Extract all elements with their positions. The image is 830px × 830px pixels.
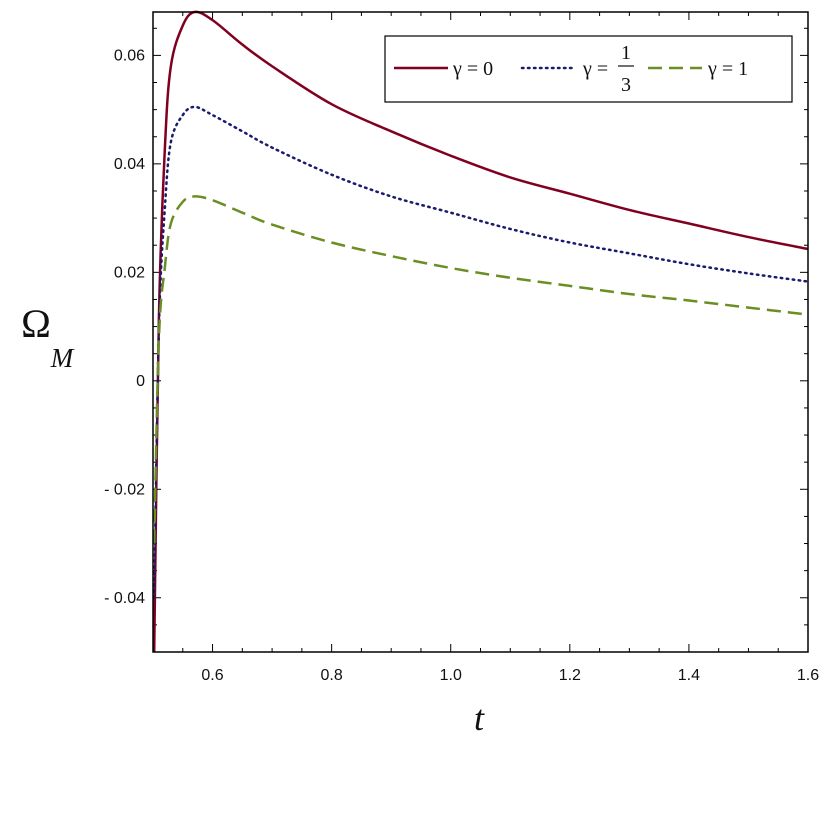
x-tick-label: 1.0 [440, 667, 462, 684]
y-tick-label: - 0.04 [104, 590, 145, 607]
ticks-layer [153, 12, 809, 652]
series-line-gamma-0 [152, 10, 809, 653]
y-tick-label: 0.02 [114, 264, 145, 281]
series-layer [152, 10, 810, 653]
legend-frac-denominator: 3 [621, 74, 631, 96]
x-axis-title: t [474, 698, 485, 738]
legend-prefix-gamma-0: γ = [452, 58, 483, 80]
plot-frame [152, 11, 809, 653]
y-axis-title-subscript: M [50, 343, 75, 373]
x-tick-label: 0.6 [201, 667, 223, 684]
legend-box [384, 35, 793, 103]
legend-value-gamma-0: 0 [483, 58, 493, 80]
legend-prefix-gamma-1: γ = [707, 58, 738, 80]
x-tick-label: 1.2 [559, 667, 581, 684]
y-tick-label: - 0.02 [104, 481, 145, 498]
legend-value-gamma-1: 1 [738, 58, 748, 80]
series-line-gamma-1 [152, 195, 809, 544]
y-axis-title: Ω [21, 301, 51, 346]
y-tick-label: 0.06 [114, 47, 145, 64]
x-tick-label: 0.8 [321, 667, 343, 684]
x-tick-label: 1.6 [797, 667, 819, 684]
legend-label-gamma-1: γ = 1 [707, 58, 748, 80]
legend-label-gamma-0: γ = 0 [452, 58, 493, 80]
x-tick-label: 1.4 [678, 667, 700, 684]
y-tick-label: 0 [136, 373, 145, 390]
legend-frac-numerator: 1 [621, 42, 631, 64]
y-tick-label: 0.04 [114, 156, 145, 173]
legend-label-gamma-1-3: γ = [582, 58, 608, 80]
tick-labels-layer: 0.6 0.8 1.0 1.2 1.4 1.6 - 0.04 - 0.02 0 0.02 0.04 0… [104, 47, 819, 684]
legend: γ = 0 γ = 1 3 γ = 1 [384, 35, 793, 103]
series-line-gamma-1-3 [152, 105, 810, 600]
